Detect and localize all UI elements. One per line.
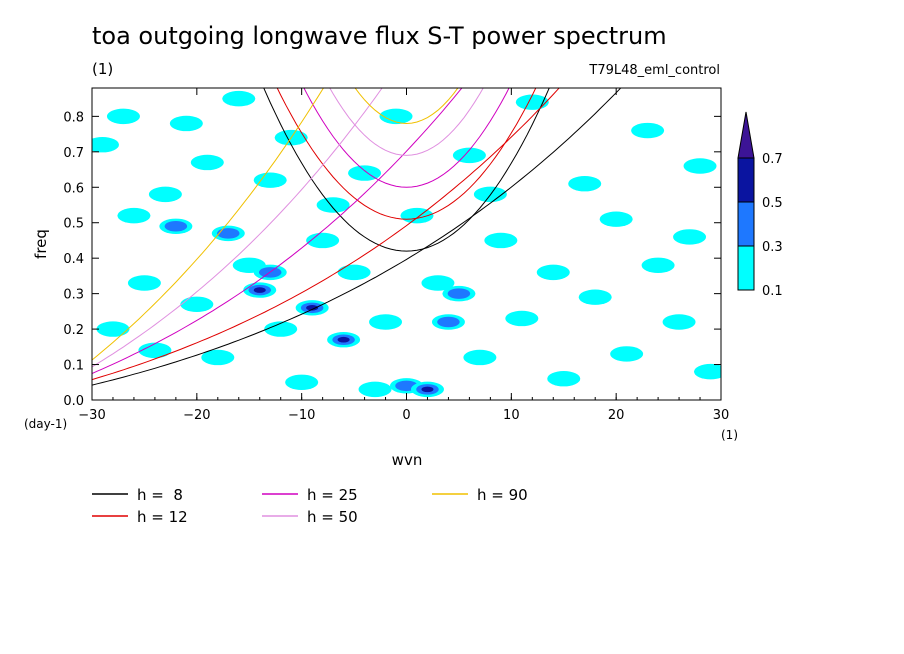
chart-title: toa outgoing longwave flux S-T power spe…	[92, 22, 667, 50]
power-contour	[337, 336, 350, 343]
power-contour	[369, 314, 403, 330]
power-contour	[264, 321, 298, 337]
legend-label: h = 90	[477, 486, 528, 504]
curve-gravity-12	[276, 88, 537, 220]
power-contour	[253, 287, 266, 293]
y-tick-label: 0.6	[63, 181, 84, 196]
power-contour	[421, 275, 455, 291]
legend-label: h = 12	[137, 508, 188, 526]
power-contour	[253, 172, 287, 188]
curve-kelvin-90	[92, 88, 325, 361]
x-tick-label: −10	[288, 408, 315, 423]
x-tick-label: 10	[503, 408, 520, 423]
curve-gravity-50	[329, 88, 484, 156]
x-tick-label: 20	[608, 408, 625, 423]
power-contour	[641, 257, 675, 273]
power-contour	[222, 90, 256, 107]
power-contour	[148, 186, 182, 203]
y-tick-label: 0.5	[63, 217, 84, 232]
power-contour	[106, 108, 140, 125]
power-contour	[599, 211, 633, 227]
y-tick-label: 0.1	[63, 359, 84, 374]
colorbar-arrow	[737, 111, 755, 159]
dispersion-curves	[92, 88, 622, 386]
colorbar-label: 0.7	[762, 152, 783, 167]
power-contour	[673, 229, 707, 245]
colorbar-label: 0.3	[762, 240, 783, 255]
power-contour	[536, 264, 570, 281]
colorbar-segment	[737, 201, 755, 247]
power-contour	[421, 386, 434, 393]
power-contour	[117, 207, 151, 224]
x-axis-label: wvn	[392, 451, 423, 469]
power-contour	[463, 349, 497, 366]
y-unit-label: (day-1)	[24, 417, 67, 431]
legend-label: h = 50	[307, 508, 358, 526]
power-contour	[505, 310, 539, 327]
y-tick-label: 0.4	[63, 252, 84, 267]
x-unit-label: (1)	[721, 428, 738, 442]
power-contour	[484, 232, 518, 249]
power-contour	[169, 115, 203, 132]
chart-subtitle-left: (1)	[92, 60, 114, 78]
y-tick-label: 0.3	[63, 288, 84, 303]
curve-kelvin-8	[92, 88, 622, 386]
power-contour	[96, 321, 130, 337]
power-contour	[578, 289, 612, 305]
colorbar: 0.7 0.5 0.3 0.1	[737, 111, 783, 299]
colorbar-label: 0.5	[762, 196, 783, 211]
y-tick-label: 0.8	[63, 110, 84, 125]
legend: h = 8 h = 12 h = 25 h = 50 h = 90	[92, 486, 528, 526]
power-contour	[138, 342, 172, 359]
power-contour	[631, 122, 665, 139]
power-contour	[547, 371, 581, 387]
curve-kelvin-25	[92, 88, 463, 374]
colorbar-segment	[737, 245, 755, 291]
y-tick-label: 0.7	[63, 146, 84, 161]
curve-kelvin-12	[92, 88, 560, 381]
power-contour	[610, 346, 644, 362]
power-contour	[306, 305, 319, 311]
colorbar-label: 0.1	[762, 284, 783, 299]
curve-gravity-90	[354, 88, 459, 125]
y-tick-label: 0.0	[63, 394, 84, 409]
x-tick-label: 0	[402, 408, 410, 423]
curve-kelvin-50	[92, 88, 383, 368]
x-tick-label: −30	[78, 408, 105, 423]
power-contour	[437, 316, 460, 328]
curve-gravity-25	[303, 88, 510, 188]
experiment-label: T79L48_eml_control	[589, 63, 720, 78]
power-field	[92, 90, 721, 398]
x-tick-label: 30	[713, 408, 730, 423]
power-contour	[285, 374, 319, 390]
power-contour	[515, 94, 549, 110]
power-contour	[180, 296, 214, 312]
power-contour	[316, 197, 350, 213]
power-contour	[337, 264, 371, 281]
power-contour	[190, 154, 224, 171]
power-contour	[379, 108, 413, 125]
power-contour	[447, 288, 471, 299]
power-contour	[217, 228, 240, 239]
x-tick-label: −20	[183, 408, 210, 423]
legend-label: h = 8	[137, 486, 183, 504]
power-contour	[683, 158, 717, 174]
colorbar-segment	[737, 157, 755, 203]
power-contour	[662, 314, 696, 330]
power-contour	[164, 221, 188, 232]
power-contour	[92, 137, 119, 153]
power-contour	[358, 381, 392, 398]
power-contour	[694, 363, 721, 380]
power-contour	[201, 349, 235, 366]
power-contour	[306, 232, 340, 249]
power-contour	[568, 176, 602, 192]
curve-gravity-8	[263, 88, 550, 252]
power-contour	[127, 275, 161, 291]
y-tick-label: 0.2	[63, 323, 84, 338]
axes: −30 −20 −10 0 10 20 30 0.0 0.1 0.2 0.3 0.4 0.5 0.6 0.7…	[63, 88, 729, 423]
y-axis-label: freq	[32, 229, 50, 259]
legend-label: h = 25	[307, 486, 358, 504]
